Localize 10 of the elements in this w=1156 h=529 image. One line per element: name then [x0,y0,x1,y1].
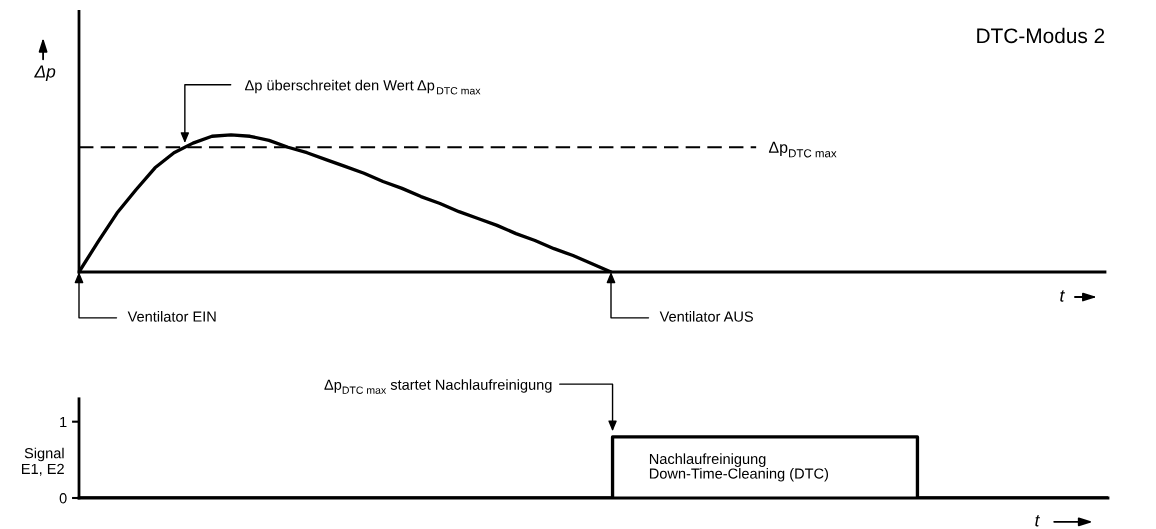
y-tick-label: 1 [60,416,67,427]
y-axis-title: Δp [34,65,56,82]
text: Ventilator AUS [659,311,753,322]
annotation: Nachlaufreinigung Down-Time-Cleaning (DTC) [649,453,829,482]
y-axis-title: Signal E1, E2 [22,447,64,476]
chart-title: DTC-Modus 2 [977,27,1105,44]
text: Ventilator EIN [127,311,216,322]
y-tick-label: 0 [59,493,67,504]
x-axis-title: t [1035,515,1041,527]
x-axis-title: t [1060,290,1065,302]
